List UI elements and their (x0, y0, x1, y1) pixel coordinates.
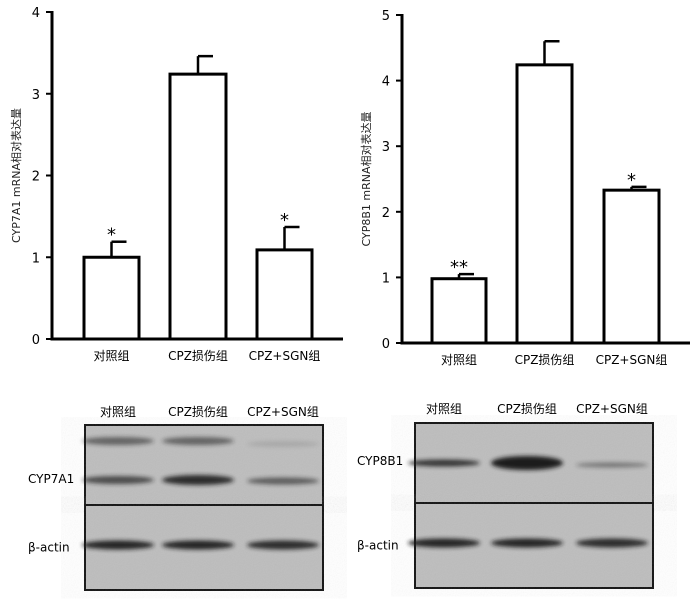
bar (430, 277, 488, 345)
category-label: CPZ损伤组 (168, 349, 228, 363)
significance-mark: * (107, 225, 116, 246)
bar-chart-2: 0 1 2 3 4 5 CYP8B1 mRNA相对表达量 ** 对照组 CPZ损伤组 * CPZ+SG… (359, 9, 690, 367)
bar (602, 188, 661, 345)
significance-mark: ** (450, 257, 468, 278)
lane-label: CPZ损伤组 (168, 405, 228, 419)
blot-band (82, 540, 154, 550)
blot-band (247, 540, 319, 550)
y-tick-label: 4 (382, 75, 390, 90)
significance-mark: * (627, 170, 636, 191)
blot-band (576, 462, 648, 468)
western-blot-1: 对照组 CPZ损伤组 CPZ+SGN组 CYP7A1 β-actin (28, 405, 324, 591)
significance-mark: * (280, 210, 289, 231)
category-label: CPZ+SGN组 (596, 353, 668, 367)
blot-texture (85, 425, 323, 505)
bar (515, 63, 574, 345)
row-label: CYP8B1 (357, 454, 403, 468)
category-label: 对照组 (441, 353, 477, 367)
y-axis-label: CYP7A1 mRNA相对表达量 (9, 108, 23, 243)
western-blot-2: 对照组 CPZ损伤组 CPZ+SGN组 CYP8B1 β-actin (357, 402, 654, 589)
y-tick-label: 0 (382, 337, 390, 352)
y-tick-label: 1 (32, 251, 40, 266)
blot-band (247, 441, 319, 447)
y-tick-label: 0 (32, 333, 40, 348)
blot-band (408, 538, 480, 548)
blot-band (162, 540, 234, 550)
lane-label: 对照组 (426, 402, 462, 416)
row-label: β-actin (28, 541, 70, 555)
row-label: CYP7A1 (28, 472, 74, 486)
bar (82, 255, 141, 341)
blot-band (576, 538, 648, 548)
category-label: 对照组 (93, 349, 129, 363)
lane-label: 对照组 (100, 405, 136, 419)
bar (168, 72, 228, 341)
y-tick-label: 1 (382, 271, 390, 286)
blot-band (162, 475, 234, 485)
blot-band (491, 538, 563, 548)
y-axis-label: CYP8B1 mRNA相对表达量 (359, 112, 373, 247)
y-tick-label: 3 (382, 140, 390, 155)
y-tick-label: 2 (32, 170, 40, 185)
bar (255, 248, 314, 341)
blot-band (162, 437, 234, 445)
y-tick-label: 4 (32, 6, 40, 21)
row-label: β-actin (357, 539, 399, 553)
lane-label: CPZ损伤组 (497, 402, 557, 416)
y-tick-label: 5 (382, 9, 390, 24)
lane-label: CPZ+SGN组 (247, 405, 319, 419)
blot-band (247, 477, 319, 485)
bar-chart-1: 0 1 2 3 4 CYP7A1 mRNA相对表达量 * 对照组 CPZ损伤组 * CPZ+SGN组 (9, 6, 343, 363)
category-label: CPZ损伤组 (515, 353, 575, 367)
category-label: CPZ+SGN组 (249, 349, 321, 363)
blot-band (491, 456, 563, 470)
blot-band (82, 437, 154, 445)
blot-band (408, 459, 480, 467)
y-tick-label: 2 (382, 206, 390, 221)
lane-label: CPZ+SGN组 (576, 402, 648, 416)
blot-band (82, 476, 154, 484)
y-tick-label: 3 (32, 88, 40, 103)
